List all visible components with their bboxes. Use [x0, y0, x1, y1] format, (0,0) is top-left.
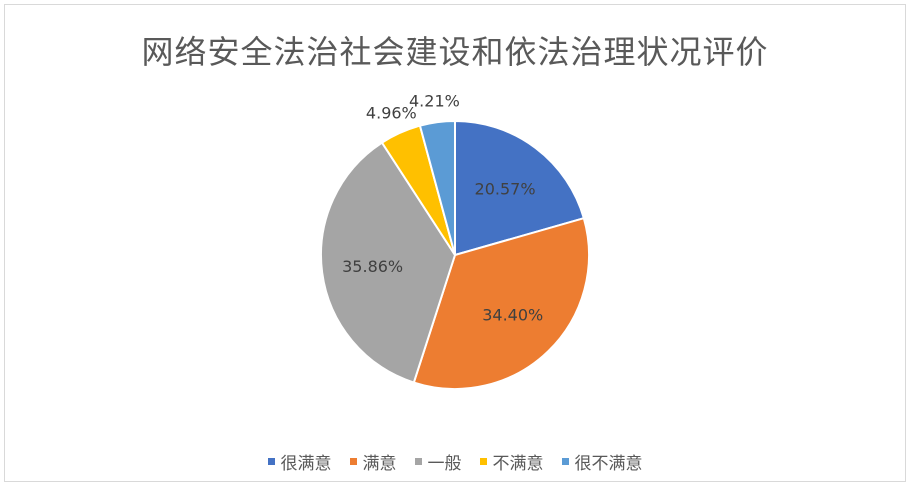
pie-slice-5	[418, 119, 456, 256]
chart-title: 网络安全法治社会建设和依法治理状况评价	[141, 33, 769, 71]
pie-slice-1	[454, 119, 586, 257]
legend-label: 很满意	[280, 454, 332, 474]
legend-item-5: 很不满意	[561, 449, 643, 474]
legend-swatch	[479, 458, 487, 465]
legend-label: 一般	[427, 454, 462, 474]
data-label-3: 35.86%	[342, 257, 403, 276]
pie-slice-2	[412, 216, 590, 390]
legend-label: 满意	[362, 454, 397, 474]
legend-swatch	[267, 458, 275, 465]
legend-item-2: 满意	[349, 449, 397, 474]
chart-legend: 很满意 满意 一般 不满意 很不满意	[5, 449, 905, 474]
legend-swatch	[414, 458, 422, 465]
legend-label: 不满意	[492, 454, 544, 474]
data-label-5: 4.21%	[409, 91, 460, 110]
legend-item-3: 一般	[414, 449, 462, 474]
pie-chart: 20.57% 34.40% 35.86% 4.96%4.21%	[320, 91, 590, 390]
data-label-4: 4.96%	[366, 104, 417, 123]
legend-swatch	[349, 458, 357, 465]
legend-label: 很不满意	[574, 454, 643, 474]
pie-slice-3	[320, 141, 457, 384]
legend-item-1: 很满意	[267, 449, 332, 474]
legend-item-4: 不满意	[479, 449, 544, 474]
chart-frame: 网络安全法治社会建设和依法治理状况评价 20.57% 34.40% 35.86% 4.…	[4, 4, 906, 482]
data-label-1: 20.57%	[475, 180, 536, 199]
legend-swatch	[561, 458, 569, 465]
data-label-2: 34.40%	[482, 306, 543, 325]
